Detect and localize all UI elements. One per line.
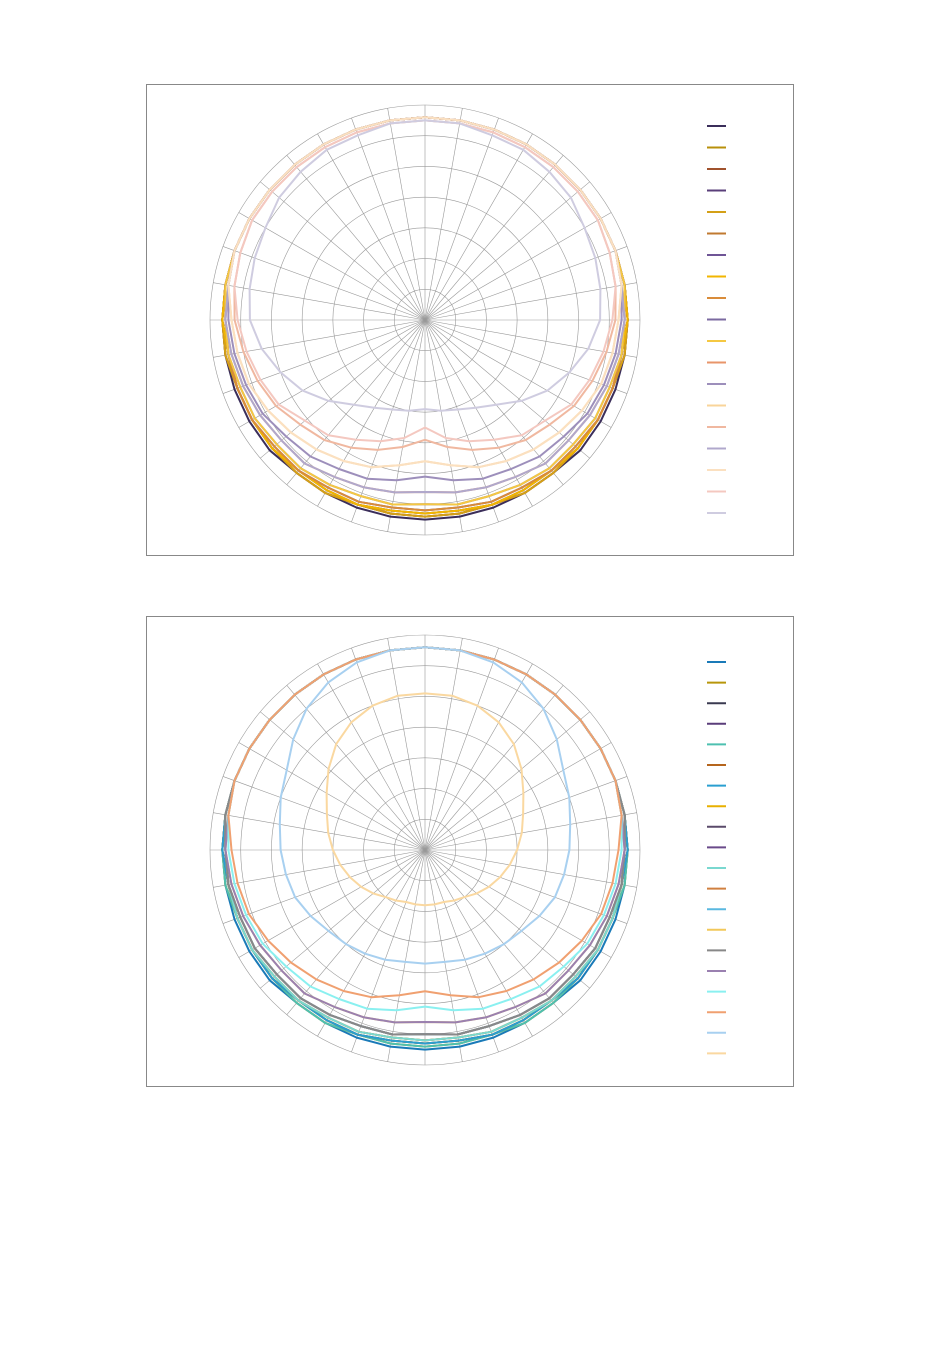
- spoke: [260, 711, 426, 851]
- spoke: [317, 663, 426, 851]
- spoke: [424, 212, 612, 321]
- series-line: [325, 692, 525, 907]
- spoke: [317, 849, 426, 1037]
- spoke: [317, 133, 426, 321]
- spoke: [424, 319, 628, 394]
- spoke: [424, 181, 590, 321]
- spoke: [424, 319, 499, 523]
- spoke: [387, 638, 426, 851]
- spoke: [351, 647, 426, 851]
- spoke: [351, 319, 426, 523]
- spoke: [222, 776, 426, 851]
- spoke: [424, 849, 637, 888]
- spoke: [424, 685, 564, 851]
- spoke: [424, 319, 590, 459]
- spoke: [424, 319, 637, 358]
- spoke: [222, 849, 426, 924]
- series-line: [227, 116, 623, 469]
- spoke: [424, 849, 628, 924]
- spoke: [351, 849, 426, 1053]
- spoke: [286, 319, 426, 485]
- spoke: [424, 108, 463, 321]
- spoke: [424, 319, 564, 485]
- spoke: [222, 246, 426, 321]
- spoke: [424, 849, 590, 989]
- spoke: [424, 663, 533, 851]
- spoke: [424, 849, 463, 1062]
- spoke: [222, 319, 426, 394]
- spoke: [387, 108, 426, 321]
- spoke: [424, 849, 612, 958]
- series-line: [278, 646, 572, 965]
- spoke: [424, 812, 637, 851]
- spoke: [213, 812, 426, 851]
- spoke: [387, 319, 426, 532]
- spoke: [213, 849, 426, 888]
- spoke: [424, 776, 628, 851]
- spoke: [238, 742, 426, 851]
- spoke: [424, 742, 612, 851]
- series-line: [233, 119, 617, 443]
- spoke: [424, 849, 533, 1037]
- spoke: [424, 246, 628, 321]
- spoke: [317, 319, 426, 507]
- spoke: [286, 685, 426, 851]
- series-line: [227, 646, 623, 999]
- spoke: [424, 638, 463, 851]
- spoke: [424, 647, 499, 851]
- spoke: [213, 282, 426, 321]
- spoke: [238, 849, 426, 958]
- chart-frame: [146, 616, 794, 1087]
- spoke: [260, 181, 426, 321]
- spoke: [351, 117, 426, 321]
- spoke: [424, 282, 637, 321]
- spoke: [286, 849, 426, 1015]
- spoke: [424, 133, 533, 321]
- spoke: [260, 319, 426, 459]
- spoke: [238, 319, 426, 428]
- spoke: [424, 117, 499, 321]
- spoke: [387, 849, 426, 1062]
- spoke: [424, 319, 533, 507]
- series-line: [248, 119, 602, 412]
- spoke: [424, 319, 463, 532]
- spoke: [424, 155, 564, 321]
- spoke: [424, 849, 564, 1015]
- spoke: [424, 319, 612, 428]
- spoke: [238, 212, 426, 321]
- spoke: [213, 319, 426, 358]
- spoke: [260, 849, 426, 989]
- spoke: [424, 849, 499, 1053]
- spoke: [424, 711, 590, 851]
- spoke: [286, 155, 426, 321]
